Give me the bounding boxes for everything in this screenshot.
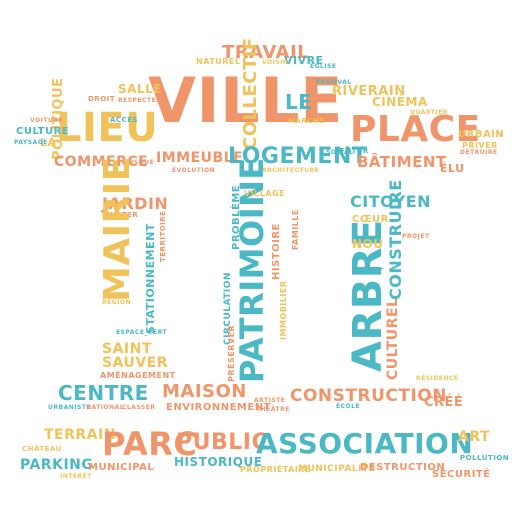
word-securite: SÉCURITÉ <box>432 469 491 480</box>
word-parc: PARC <box>102 425 198 463</box>
word-vivre: VIVRE <box>284 54 324 67</box>
word-national: NATIONAL <box>86 404 125 411</box>
word-projet: PROJET <box>402 233 430 240</box>
word-region: RÉGION <box>102 299 131 306</box>
word-evolution: ÉVOLUTION <box>172 167 216 174</box>
word-culturel: CULTUREL <box>385 297 401 380</box>
word-association: ASSOCIATION <box>256 427 474 460</box>
word-voiture: VOITURE <box>30 117 64 124</box>
word-municipal: MUNICIPAL <box>88 462 155 473</box>
word-place: PLACE <box>350 109 481 150</box>
word-marche: MARCHE <box>288 117 325 125</box>
word-interet: INTÉRÊT <box>60 473 92 480</box>
word-voisin: VOISIN <box>262 59 289 66</box>
word-historique: HISTORIQUE <box>174 455 263 469</box>
word-mairie: MAIRIE <box>97 156 138 302</box>
word-etat: ÉTAT <box>360 267 384 276</box>
word-residence: RÉSIDENCE <box>416 375 459 382</box>
word-eglise: ÉGLISE <box>310 63 337 70</box>
word-theatre: THÉÂTRE <box>256 406 290 413</box>
word-priver: PRIVER <box>462 141 498 150</box>
word-citoyen: CITOYEN <box>350 192 432 211</box>
word-chateau: CHÂTEAU <box>22 445 62 453</box>
word-proprietaire: PROPRIÉTAIRE <box>240 465 311 474</box>
word-futur: FUTUR <box>340 147 369 155</box>
word-paysage: PAYSAGE <box>14 139 48 146</box>
word-quartier: QUARTIER <box>410 109 448 116</box>
word-ville: VILLE <box>148 64 343 137</box>
word-logement: LOGEMENT <box>228 144 368 169</box>
word-acces: ACCÈS <box>110 116 139 124</box>
word-centre: CENTRE <box>58 381 149 405</box>
word-detruire: DÉTRUIRE <box>460 149 498 156</box>
word-stationnement: STATIONNEMENT <box>144 223 157 334</box>
word-architecture: ARCHITECTURE <box>262 167 320 174</box>
word-preserver: PRÉSERVER <box>227 324 236 382</box>
word-cinema: CINÉMA <box>372 95 428 109</box>
word-pollution: POLLUTION <box>460 454 510 462</box>
word-urbaniste: URBANISTE <box>48 404 91 411</box>
word-saint: SAINT <box>102 341 152 357</box>
word-probleme: PROBLÈME <box>231 184 242 250</box>
word-artiste: ARTISTE <box>254 397 286 404</box>
word-jardin: JARDIN <box>102 194 169 213</box>
word-elu: ÉLU <box>440 162 465 175</box>
word-famille: FAMILLE <box>291 209 300 250</box>
word-festival: FESTIVAL <box>316 79 352 86</box>
word-exister: EXISTER <box>102 211 139 219</box>
word-naturel: NATUREL <box>196 57 241 66</box>
word-construction: CONSTRUCTION <box>290 386 447 406</box>
word-lieu: LIEU <box>56 105 159 151</box>
word-immeuble: IMMEUBLE <box>156 150 244 166</box>
word-municipalite: MUNICIPALITÉ <box>298 464 376 474</box>
word-histoire: HISTOIRE <box>271 223 282 280</box>
word-droit: DROIT <box>88 95 116 103</box>
word-destruction: DESTRUCTION <box>360 462 446 473</box>
word-culture: CULTURE <box>16 126 70 137</box>
word-urbain: URBAIN <box>458 129 505 140</box>
word-respecter: RESPECTER <box>118 97 162 104</box>
word-risque: RISQUE <box>126 159 155 166</box>
word-commerce: COMMERCE <box>54 154 149 170</box>
word-sauver: SAUVER <box>102 355 169 371</box>
word-espace-vert: ESPACE_VERT <box>116 329 168 336</box>
word-social: SOCIAL <box>326 149 354 156</box>
word-immobilier: IMMOBILIER <box>279 280 288 340</box>
word-ecole: ÉCOLE <box>336 403 361 410</box>
word-nou: NOU <box>352 237 384 251</box>
word-maison: MAISON <box>162 381 247 402</box>
word-coeur: CŒUR <box>352 214 389 225</box>
word-salle: SALLE <box>118 82 162 96</box>
word-public: PUBLIC <box>176 430 269 455</box>
word-environnement: ENVIRONNEMENT <box>166 402 271 413</box>
word-collectif: COLLECTIF <box>240 37 261 150</box>
word-riverain: RIVERAIN <box>332 84 406 99</box>
word-village: VILLAGE <box>244 189 286 198</box>
word-classer: CLASSER <box>122 404 156 411</box>
word-terrain: TERRAIN <box>44 427 116 443</box>
word-la: LA <box>40 136 57 149</box>
word-batiment: BÂTIMENT <box>357 153 447 171</box>
word-parking: PARKING <box>20 457 94 473</box>
word-travail: TRAVAIL <box>222 42 310 63</box>
word-amenagement: AMÉNAGEMENT <box>100 371 176 380</box>
word-le: LE <box>285 90 313 114</box>
word-territoire: TERRITOIRE <box>159 210 167 262</box>
word-art: ART <box>458 429 491 445</box>
word-cree: CRÉÉ <box>424 395 464 410</box>
